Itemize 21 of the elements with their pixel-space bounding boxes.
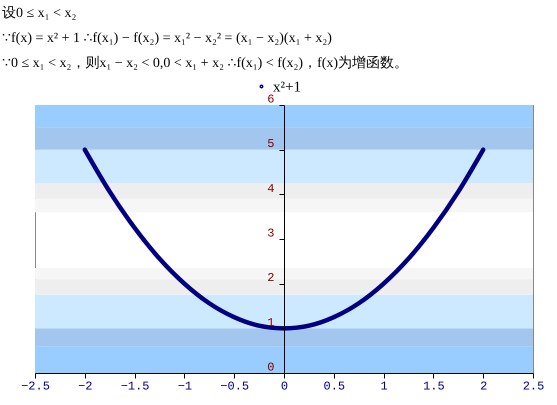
text: ∵f(x) = x² + 1 ∴f(x₁) − f(x₂) = x₁² − x₂² = (x₁ − x₂)(x₁ + x₂) <box>2 30 333 48</box>
y-tick-label: 5 <box>267 137 274 152</box>
text: ∵0 ≤ x₁ < x₂，则x₁ − x₂ < 0,0 < x₁ + x₂ ∴f(x₁) < f(x₂)，f(x)为增函数。 <box>2 54 410 73</box>
legend-label: x²+1 <box>273 80 301 96</box>
x-tick-label: 0.5 <box>323 380 346 394</box>
x-tick-label: 0 <box>280 380 288 394</box>
x-tick-label: 2 <box>480 380 488 394</box>
x-tick-label: −0.5 <box>220 380 250 394</box>
y-tick-label: 0 <box>267 360 274 374</box>
x-tick-label: −1 <box>178 380 192 394</box>
x-tick-label: 1 <box>380 380 388 394</box>
y-tick-label: 3 <box>267 226 274 240</box>
x-tick-label: 2.5 <box>522 380 544 394</box>
x-tick-label: 1.5 <box>423 380 445 394</box>
x-tick-label: −2.5 <box>21 380 50 394</box>
y-tick-label: 2 <box>267 271 274 286</box>
y-tick-label: 6 <box>267 92 274 106</box>
text: 设0 ≤ x₁ < x₂ <box>2 4 78 23</box>
y-tick-label: 4 <box>267 182 274 196</box>
x-tick-label: −1.5 <box>120 380 150 394</box>
x-tick-label: −2 <box>78 380 93 394</box>
